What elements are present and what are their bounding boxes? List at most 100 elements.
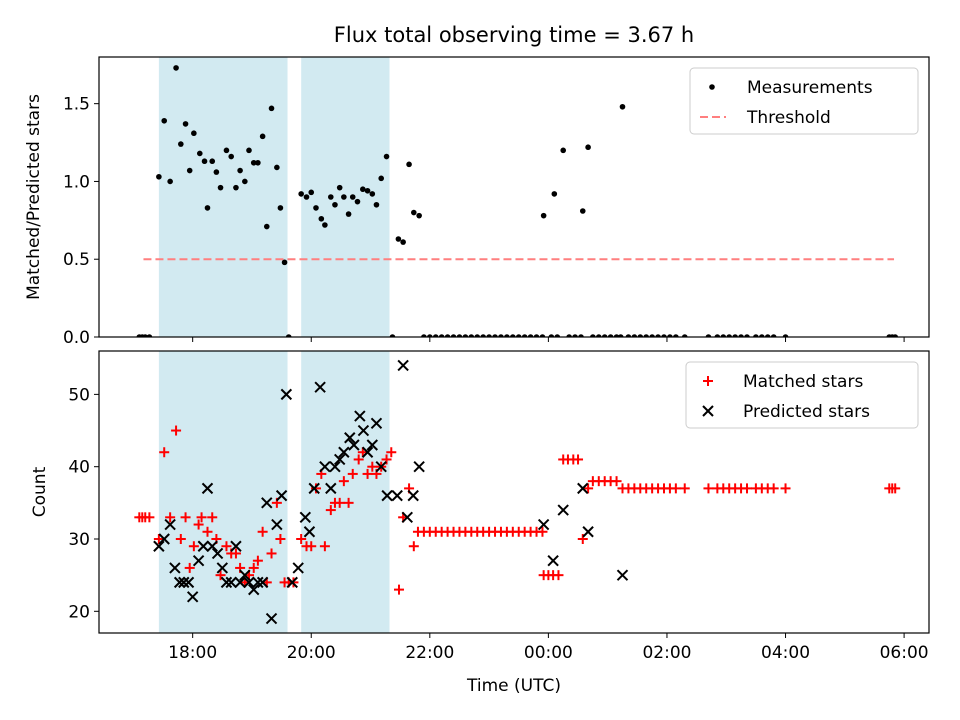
measurement-point [274, 164, 280, 171]
x-stroke [582, 526, 594, 538]
predicted-star-point [292, 562, 304, 574]
measurement-point [332, 201, 338, 208]
matched-star-point [319, 541, 330, 552]
measurement-point [242, 178, 248, 185]
measurement-point [378, 175, 385, 182]
measurement-point [673, 334, 679, 337]
x-tick-label: 20:00 [287, 643, 336, 663]
measurement-point [655, 334, 661, 337]
measurement-point [892, 334, 899, 337]
x-stroke [577, 482, 589, 495]
x-stroke [275, 489, 288, 502]
matched-star-point [175, 534, 186, 544]
matched-star-point [334, 497, 345, 508]
predicted-star-point [169, 562, 181, 574]
measurement-point [486, 334, 492, 337]
predicted-star-point [303, 526, 316, 538]
measurement-point [726, 334, 733, 337]
predicted-star-point [230, 540, 242, 552]
x-stroke [348, 439, 360, 451]
measurement-point [360, 186, 366, 193]
predicted-star-point [299, 511, 312, 524]
matched-star-point [188, 541, 199, 552]
measurement-point [510, 334, 516, 337]
measurement-point [705, 334, 712, 337]
measurement-point [416, 212, 422, 219]
measurement-point [369, 191, 376, 197]
measurement-point [259, 133, 266, 140]
predicted-star-point [280, 388, 293, 401]
matched-star-point [207, 512, 218, 523]
x-stroke [329, 460, 341, 473]
measurement-point [268, 105, 275, 112]
x-stroke [381, 489, 393, 502]
measurement-point [579, 208, 586, 214]
observing-window-shade [158, 57, 288, 337]
matched-star-point [679, 483, 690, 494]
matched-star-point [171, 425, 182, 436]
measurement-point [649, 334, 655, 337]
measurement-point [572, 334, 578, 337]
x-stroke [164, 518, 176, 531]
matched-star-point [144, 512, 155, 523]
measurement-point [643, 334, 650, 337]
axes-frame [98, 350, 930, 634]
matched-star-point [325, 505, 336, 516]
predicted-star-point [261, 497, 273, 509]
matched-star-point [266, 548, 277, 559]
x-tick-label: 04:00 [761, 643, 810, 663]
measurement-point [217, 184, 224, 191]
x-stroke [308, 482, 320, 495]
matched-star-point [153, 534, 164, 544]
measurement-point [613, 334, 620, 337]
measurement-point [539, 334, 546, 337]
matched-star-point [257, 526, 268, 537]
matched-star-point [306, 541, 317, 552]
matched-star-point [573, 454, 584, 465]
measurement-point [364, 187, 371, 194]
x-stroke [292, 562, 304, 574]
x-stroke [370, 417, 383, 430]
measurement-point [468, 334, 475, 337]
predicted-star-point [271, 518, 283, 531]
x-stroke [702, 405, 714, 417]
matched-star-point [381, 454, 392, 465]
predicted-star-point [216, 562, 229, 574]
measurement-point [427, 334, 433, 337]
x-stroke [153, 540, 165, 552]
predicted-star-point [361, 446, 374, 458]
matched-star-point [165, 512, 176, 523]
legend-label: Measurements [747, 78, 873, 98]
measurement-point [322, 222, 328, 228]
predicted-star-point [344, 432, 356, 444]
predicted-star-point [616, 569, 629, 581]
predicted-star-point [164, 518, 176, 531]
measurement-point [753, 334, 759, 337]
x-stroke [265, 612, 278, 625]
measurement-point [336, 184, 343, 191]
measurement-point [590, 334, 596, 337]
measurement-point [631, 334, 638, 337]
measurement-point [462, 334, 469, 337]
measurement-point [213, 169, 220, 175]
predicted-star-point [391, 489, 403, 502]
measurement-point [204, 205, 211, 211]
x-stroke [169, 562, 181, 574]
predicted-star-point [158, 533, 170, 545]
matched-star-point [347, 468, 358, 479]
measurement-point [389, 334, 396, 337]
matched-star-point [296, 534, 307, 544]
x-stroke [261, 497, 273, 509]
predicted-star-point [537, 518, 550, 531]
measurement-point [263, 223, 270, 230]
measurement-point [161, 117, 168, 124]
x-stroke [252, 576, 264, 589]
x-stroke [230, 540, 242, 552]
matched-star-point [611, 476, 622, 487]
x-stroke [173, 576, 186, 589]
matched-star-point [553, 570, 564, 581]
x-stroke [211, 547, 224, 560]
x-stroke [225, 576, 237, 589]
measurement-point [732, 334, 738, 337]
x-stroke [616, 569, 629, 581]
